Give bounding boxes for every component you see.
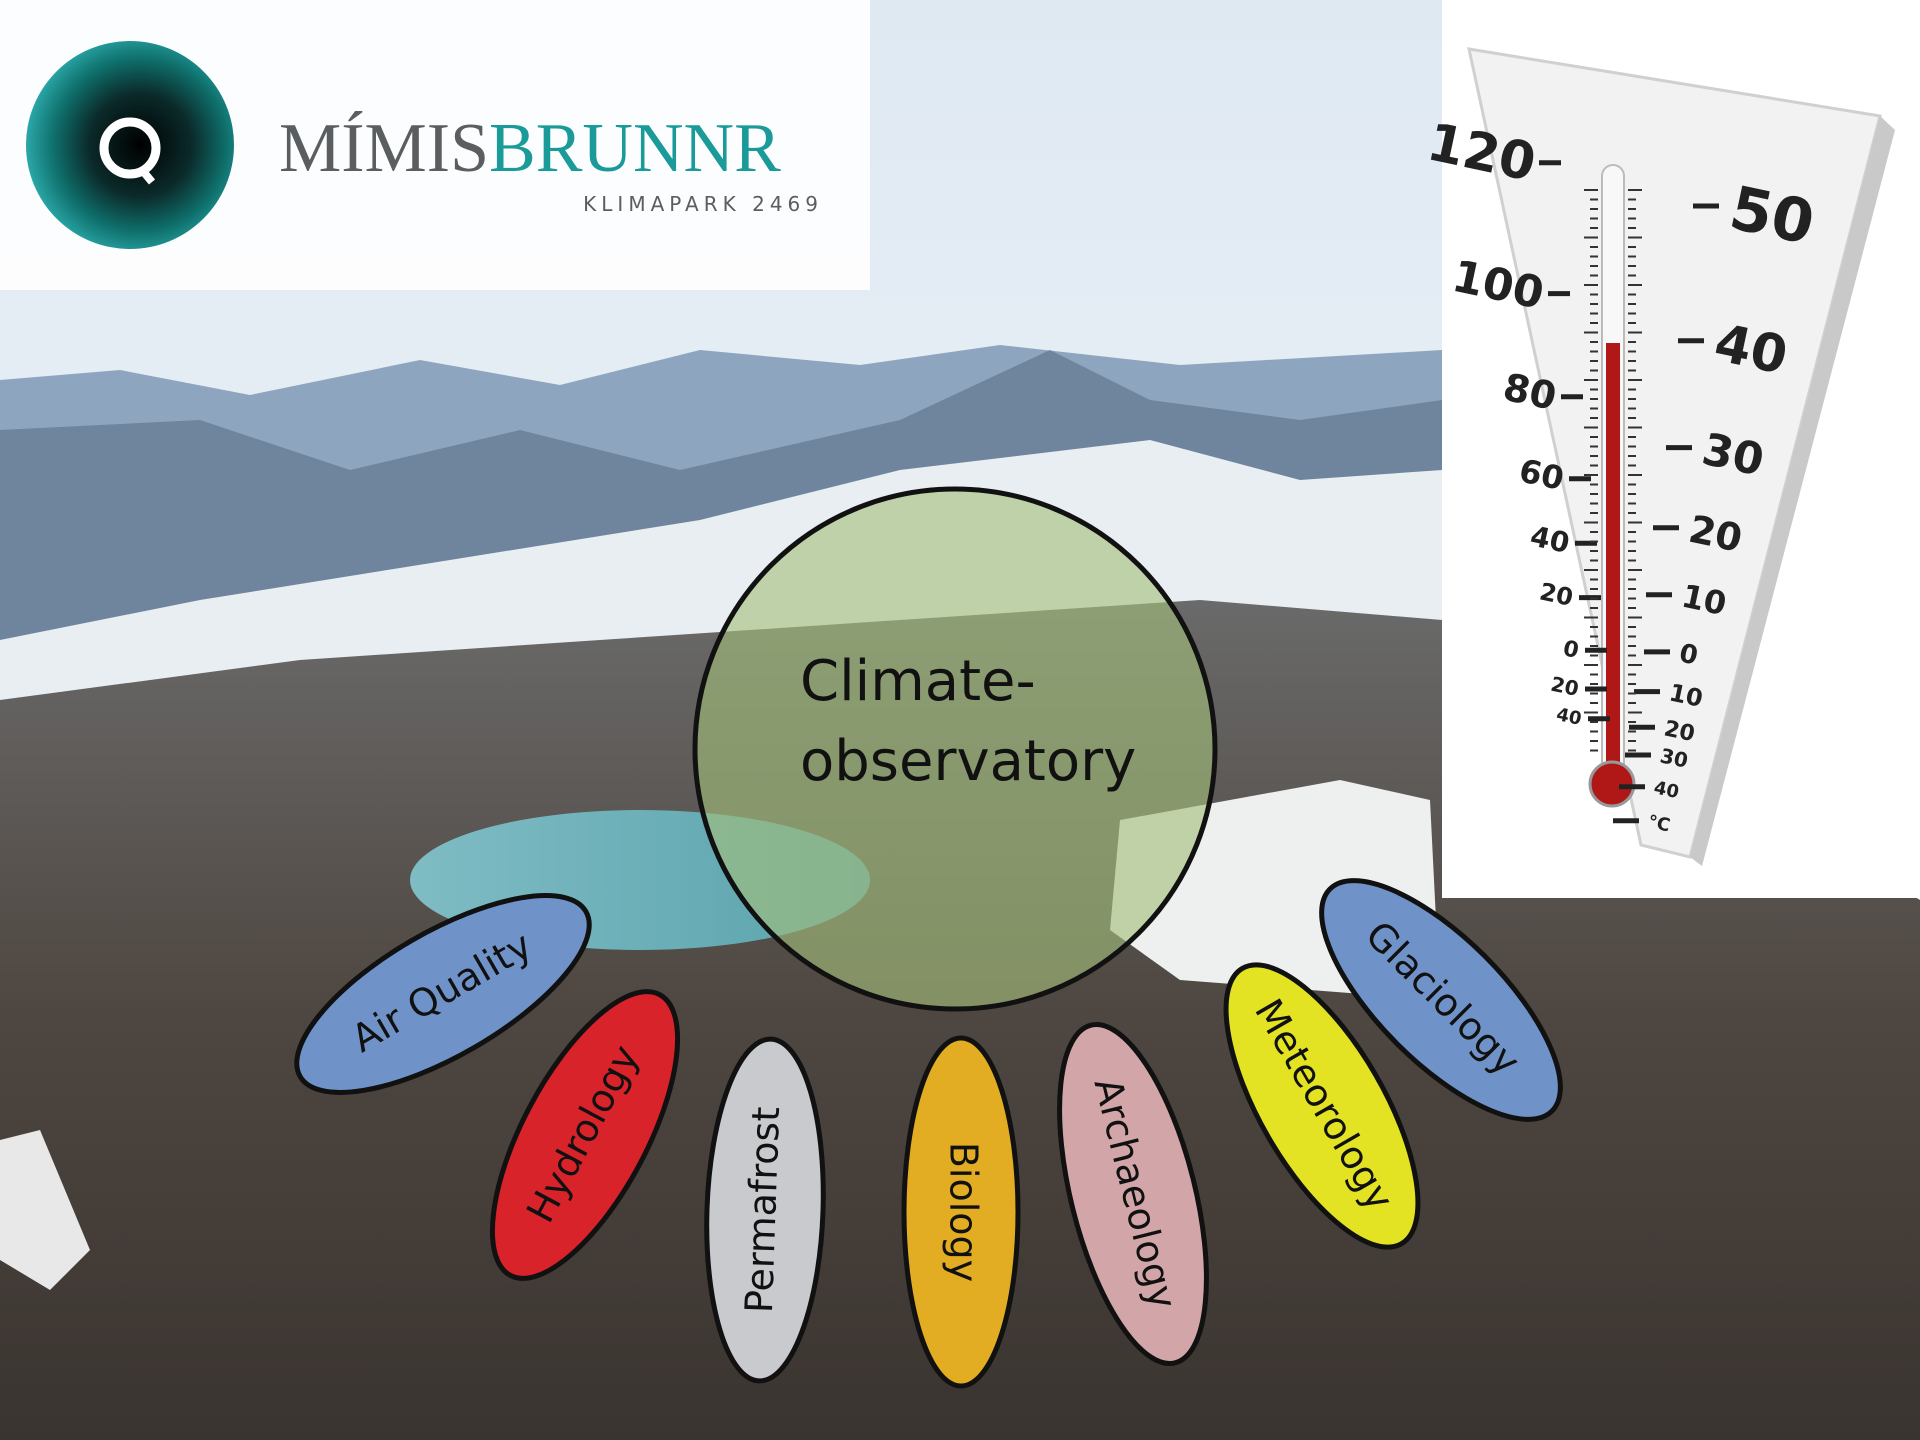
node-ellipse [489,989,681,1281]
node-label: Biology [942,1142,986,1282]
node-ellipse [1057,1022,1209,1366]
node: Permafrost [704,1036,826,1384]
thermometer-mercury [1606,343,1620,783]
left-scale-label: 60 [1516,451,1567,497]
left-scale-label: 40 [1554,704,1583,730]
node-ellipse [901,1035,1021,1389]
right-scale-label: °C [1646,811,1672,836]
node-ellipse [294,893,592,1095]
right-scale-label: 20 [1662,716,1697,747]
right-scale-label: 50 [1724,173,1820,259]
brand-subtitle: KLIMAPARK 2469 [583,192,823,216]
right-scale-label: 30 [1698,424,1768,487]
center-line: observatory [800,729,1136,794]
brand-name: MÍMISBRUNNR [279,110,781,187]
right-scale-label: 40 [1709,313,1792,387]
ground [0,600,1920,1440]
left-scale-label: 80 [1499,365,1560,419]
right-scale-label: 10 [1678,577,1729,623]
center-label: Climate-observatory [800,649,1136,794]
left-scale-label: 20 [1549,672,1581,701]
right-scale-label: 30 [1658,743,1690,772]
right-scale-label: 20 [1685,507,1746,561]
node-label: Permafrost [737,1106,788,1314]
logo-tail [138,167,156,185]
center-circle [692,486,1218,1012]
node: Biology [901,1035,1021,1389]
thermometer-bulb [1588,760,1636,808]
left-scale-label: 40 [1527,519,1572,559]
left-scale-label: 20 [1537,578,1575,612]
node-ellipse [1223,962,1421,1250]
right-scale-label: 40 [1652,777,1681,803]
brand-part1: MÍMIS [279,110,489,187]
node: Archaeology [1057,1022,1209,1366]
snow-patch [0,1130,90,1290]
right-scale-label: 10 [1667,678,1705,712]
right-scale-label: 0 [1677,639,1701,672]
brand-part2: BRUNNR [489,110,781,187]
center-line: Climate- [800,649,1036,714]
left-scale-label: 0 [1561,636,1581,664]
logo-mark [26,41,234,249]
node-ellipse [1319,878,1563,1122]
node-ellipse [704,1036,826,1384]
thermometer-side [1690,116,1895,866]
logo-ring [99,117,161,179]
